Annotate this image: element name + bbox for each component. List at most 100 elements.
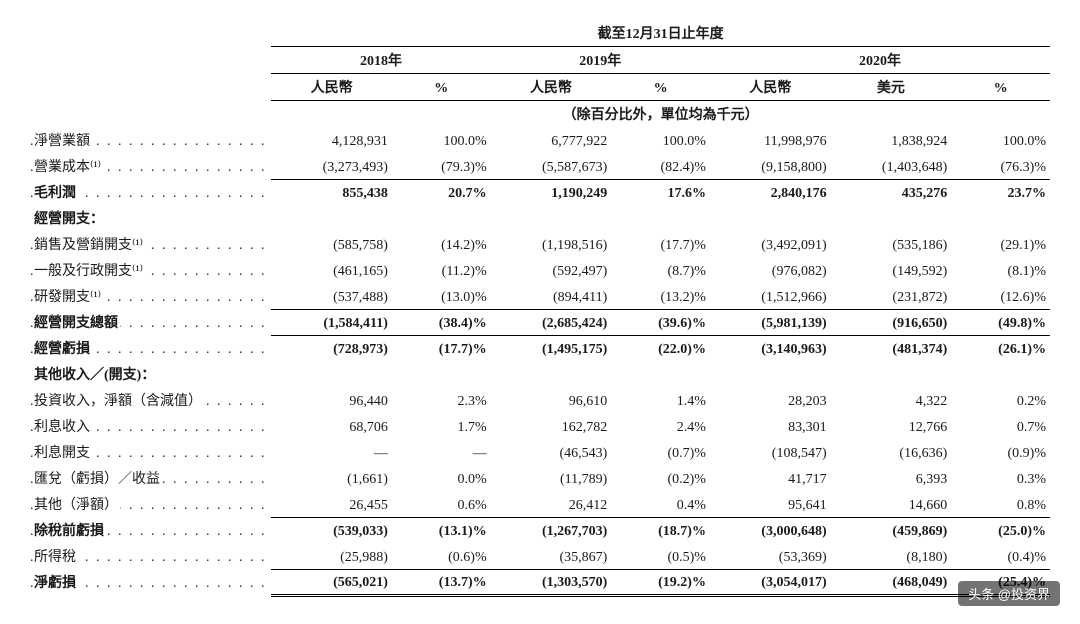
table-row: 研發開支⁽¹⁾(537,488)(13.0)%(894,411)(13.2)%(… xyxy=(30,283,1050,309)
cell-value: (976,082) xyxy=(710,257,831,283)
col-pct: % xyxy=(611,74,710,101)
cell-value: (13.1)% xyxy=(392,517,491,543)
row-label: 除稅前虧損 xyxy=(30,517,271,543)
row-label: 淨營業額 xyxy=(30,127,271,153)
row-label: 經營開支總額 xyxy=(30,309,271,335)
cell-value: (12.6)% xyxy=(951,283,1050,309)
period-header: 截至12月31日止年度 xyxy=(271,20,1050,47)
row-label: 銷售及營銷開支⁽¹⁾ xyxy=(30,231,271,257)
table-row: 其他收入／(開支)： xyxy=(30,361,1050,387)
cell-value: (1,495,175) xyxy=(491,335,612,361)
table-row: 毛利潤855,43820.7%1,190,24917.6%2,840,17643… xyxy=(30,179,1050,205)
cell-value: (539,033) xyxy=(271,517,392,543)
cell-value: 96,610 xyxy=(491,387,612,413)
cell-value: 96,440 xyxy=(271,387,392,413)
cell-value: (894,411) xyxy=(491,283,612,309)
cell-value: (13.2)% xyxy=(611,283,710,309)
cell-value: (149,592) xyxy=(831,257,952,283)
cell-value: (8.1)% xyxy=(951,257,1050,283)
cell-value: (565,021) xyxy=(271,569,392,595)
cell-value: (0.5)% xyxy=(611,543,710,569)
cell-value: (1,198,516) xyxy=(491,231,612,257)
cell-value: 68,706 xyxy=(271,413,392,439)
cell-value: (11,789) xyxy=(491,465,612,491)
cell-value: (1,512,966) xyxy=(710,283,831,309)
table-row: 營業成本⁽¹⁾(3,273,493)(79.3)%(5,587,673)(82.… xyxy=(30,153,1050,179)
table-row: 投資收入，淨額（含減值）96,4402.3%96,6101.4%28,2034,… xyxy=(30,387,1050,413)
table-row: 經營開支總額(1,584,411)(38.4)%(2,685,424)(39.6… xyxy=(30,309,1050,335)
cell-value: (535,186) xyxy=(831,231,952,257)
cell-value: 0.7% xyxy=(951,413,1050,439)
cell-value: 41,717 xyxy=(710,465,831,491)
cell-value: (25.0)% xyxy=(951,517,1050,543)
table-row: 淨虧損(565,021)(13.7)%(1,303,570)(19.2)%(3,… xyxy=(30,569,1050,595)
cell-value: (22.0)% xyxy=(611,335,710,361)
cell-value: (79.3)% xyxy=(392,153,491,179)
cell-value: (461,165) xyxy=(271,257,392,283)
watermark: 头条 @投资界 xyxy=(958,581,1060,606)
col-usd: 美元 xyxy=(831,74,952,101)
cell-value: (38.4)% xyxy=(392,309,491,335)
cell-value: 4,128,931 xyxy=(271,127,392,153)
cell-value: 11,998,976 xyxy=(710,127,831,153)
cell-value: (17.7)% xyxy=(611,231,710,257)
row-label: 毛利潤 xyxy=(30,179,271,205)
cell-value: (18.7)% xyxy=(611,517,710,543)
col-rmb: 人民幣 xyxy=(271,74,392,101)
table-body: 淨營業額4,128,931100.0%6,777,922100.0%11,998… xyxy=(30,127,1050,595)
cell-value: (9,158,800) xyxy=(710,153,831,179)
cell-value: (916,650) xyxy=(831,309,952,335)
table-row: 經營虧損(728,973)(17.7)%(1,495,175)(22.0)%(3… xyxy=(30,335,1050,361)
cell-value: (26.1)% xyxy=(951,335,1050,361)
row-label: 淨虧損 xyxy=(30,569,271,595)
cell-value: 0.3% xyxy=(951,465,1050,491)
cell-value: (82.4)% xyxy=(611,153,710,179)
cell-value: 26,412 xyxy=(491,491,612,517)
cell-value: (0.7)% xyxy=(611,439,710,465)
cell-value: 100.0% xyxy=(951,127,1050,153)
cell-value: (39.6)% xyxy=(611,309,710,335)
row-label: 其他（淨額） xyxy=(30,491,271,517)
col-rmb: 人民幣 xyxy=(710,74,831,101)
unit-note: （除百分比外，單位均為千元） xyxy=(271,101,1050,128)
cell-value: 1,838,924 xyxy=(831,127,952,153)
cell-value: (459,869) xyxy=(831,517,952,543)
table-row: 銷售及營銷開支⁽¹⁾(585,758)(14.2)%(1,198,516)(17… xyxy=(30,231,1050,257)
cell-value: (49.8)% xyxy=(951,309,1050,335)
cell-value: 1.7% xyxy=(392,413,491,439)
cell-value: 17.6% xyxy=(611,179,710,205)
cell-value: (5,981,139) xyxy=(710,309,831,335)
cell-value: (3,140,963) xyxy=(710,335,831,361)
cell-value: (592,497) xyxy=(491,257,612,283)
cell-value: (76.3)% xyxy=(951,153,1050,179)
cell-value: 162,782 xyxy=(491,413,612,439)
table-row: 利息開支——(46,543)(0.7)%(108,547)(16,636)(0.… xyxy=(30,439,1050,465)
cell-value: (1,303,570) xyxy=(491,569,612,595)
cell-value: 6,393 xyxy=(831,465,952,491)
table-row: 所得稅(25,988)(0.6)%(35,867)(0.5)%(53,369)(… xyxy=(30,543,1050,569)
col-rmb: 人民幣 xyxy=(491,74,612,101)
table-row: 匯兌（虧損）／收益(1,661)0.0%(11,789)(0.2)%41,717… xyxy=(30,465,1050,491)
cell-value: (0.6)% xyxy=(392,543,491,569)
cell-value: (17.7)% xyxy=(392,335,491,361)
cell-value: (19.2)% xyxy=(611,569,710,595)
cell-value: (537,488) xyxy=(271,283,392,309)
col-pct: % xyxy=(392,74,491,101)
cell-value: — xyxy=(392,439,491,465)
cell-value: (1,267,703) xyxy=(491,517,612,543)
row-label: 一般及行政開支⁽¹⁾ xyxy=(30,257,271,283)
cell-value: 0.6% xyxy=(392,491,491,517)
cell-value: (8,180) xyxy=(831,543,952,569)
cell-value: (1,661) xyxy=(271,465,392,491)
cell-value: (3,000,648) xyxy=(710,517,831,543)
cell-value: (11.2)% xyxy=(392,257,491,283)
cell-value: 4,322 xyxy=(831,387,952,413)
cell-value: 1.4% xyxy=(611,387,710,413)
year-2019: 2019年 xyxy=(491,47,710,74)
row-label: 經營虧損 xyxy=(30,335,271,361)
cell-value: 6,777,922 xyxy=(491,127,612,153)
cell-value: (0.2)% xyxy=(611,465,710,491)
row-label: 經營開支： xyxy=(30,205,271,231)
cell-value: (5,587,673) xyxy=(491,153,612,179)
cell-value: 23.7% xyxy=(951,179,1050,205)
